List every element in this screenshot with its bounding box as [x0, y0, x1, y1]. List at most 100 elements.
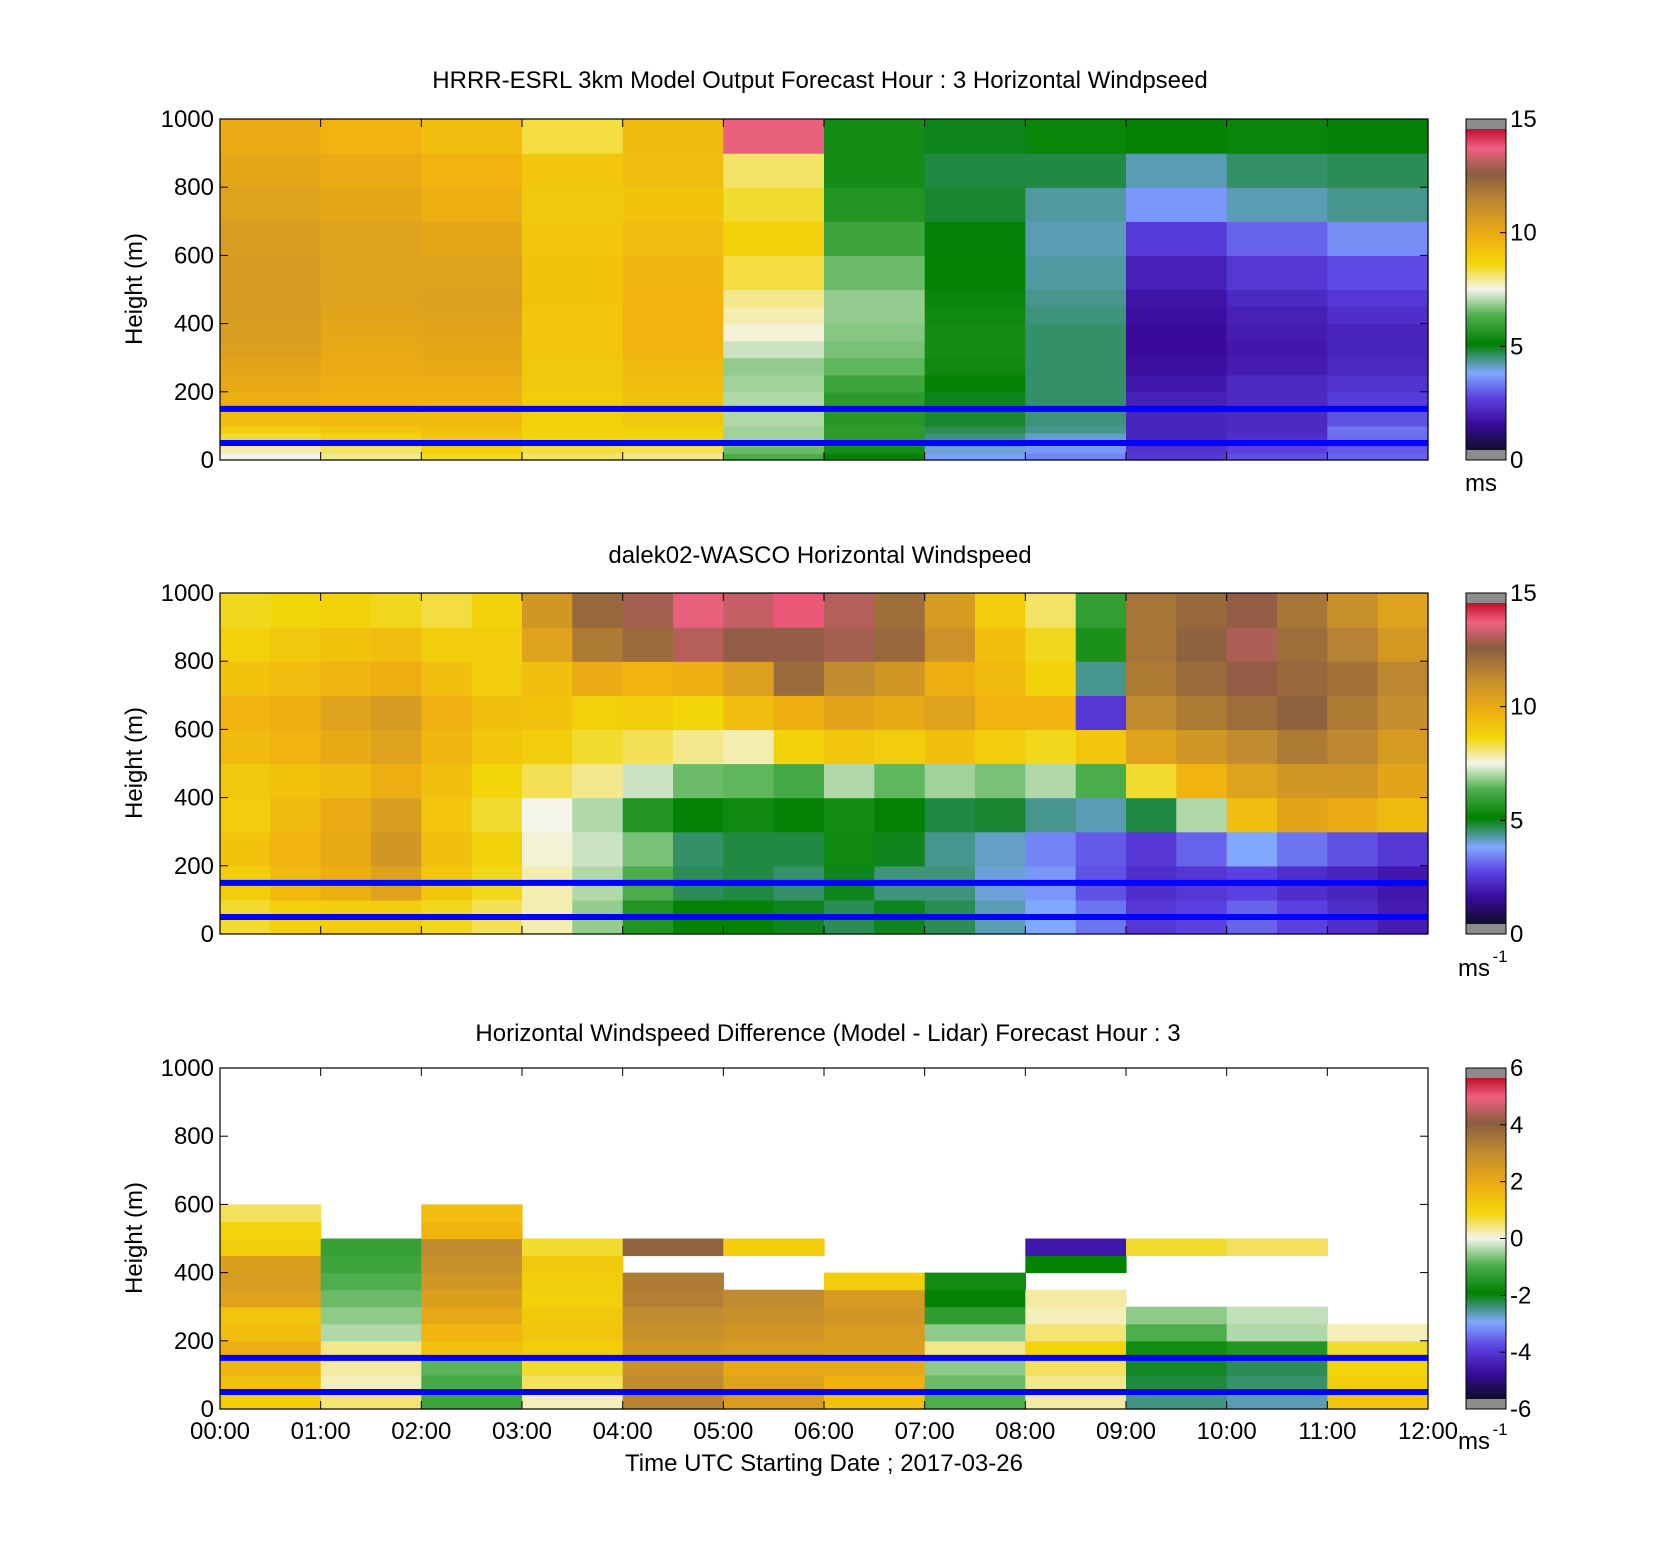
heatmap-cell — [622, 408, 724, 427]
heatmap-cell — [622, 831, 674, 867]
heatmap-cell — [924, 408, 1026, 427]
heatmap-cell — [924, 1374, 1026, 1393]
heatmap-cell — [522, 119, 624, 154]
heatmap-cell — [622, 221, 724, 256]
heatmap-cell — [1025, 374, 1127, 393]
heatmap-cell — [1377, 593, 1429, 628]
heatmap-cell — [220, 119, 322, 154]
heatmap-cell — [1226, 797, 1278, 833]
x-tick-label: 01:00 — [291, 1418, 351, 1445]
lidar-colorbar: 0 5 10 15 ms -1 — [1458, 580, 1537, 982]
heatmap-cell — [421, 695, 473, 730]
lidar-title: dalek02-WASCO Horizontal Windspeed — [608, 542, 1031, 569]
heatmap-cell — [320, 593, 372, 628]
heatmap-cell — [220, 1204, 322, 1222]
lidar-x-ticks — [219, 593, 1429, 934]
heatmap-cell — [622, 593, 674, 628]
heatmap-cell — [320, 221, 422, 256]
heatmap-cell — [1226, 323, 1328, 342]
heatmap-cell — [220, 1374, 322, 1393]
difference-x-axis-label: Time UTC Starting Date ; 2017-03-26 — [625, 1450, 1023, 1477]
heatmap-cell — [1025, 453, 1127, 461]
heatmap-cell — [220, 391, 322, 410]
heatmap-cell — [220, 1392, 322, 1410]
heatmap-cell — [1327, 408, 1429, 427]
x-tick-label: 05:00 — [693, 1418, 753, 1445]
heatmap-cell — [723, 1374, 825, 1393]
heatmap-cell — [1025, 593, 1077, 628]
heatmap-cell — [421, 831, 473, 867]
heatmap-cell — [421, 627, 473, 662]
heatmap-cell — [1075, 831, 1127, 867]
heatmap-cell — [320, 408, 422, 427]
heatmap-cell — [421, 289, 523, 308]
heatmap-cell — [220, 453, 322, 461]
heatmap-cell — [924, 831, 976, 867]
heatmap-cell — [522, 1272, 624, 1291]
heatmap-cell — [824, 763, 875, 799]
heatmap-cell — [1025, 695, 1077, 730]
heatmap-cell — [220, 1272, 322, 1291]
heatmap-cell — [723, 1392, 825, 1410]
colorbar-tick-label: 15 — [1510, 580, 1537, 607]
heatmap-cell — [522, 1238, 624, 1257]
heatmap-cell — [1025, 340, 1127, 359]
heatmap-cell — [1226, 453, 1328, 461]
y-tick-label: 1000 — [161, 580, 214, 607]
heatmap-cell — [1126, 729, 1177, 765]
heatmap-cell — [471, 763, 523, 799]
heatmap-cell — [471, 627, 523, 662]
y-tick-label: 600 — [174, 716, 214, 743]
heatmap-cell — [824, 408, 926, 427]
heatmap-cell — [220, 221, 322, 256]
heatmap-cell — [1226, 432, 1328, 441]
heatmap-cell — [874, 831, 926, 867]
heatmap-cell — [824, 1340, 926, 1359]
heatmap-cell — [421, 453, 523, 461]
heatmap-cell — [522, 1357, 624, 1376]
heatmap-cell — [220, 446, 322, 454]
heatmap-cell — [1126, 831, 1177, 867]
heatmap-cell — [1075, 729, 1127, 765]
heatmap-cell — [1126, 1306, 1228, 1325]
heatmap-cell — [522, 289, 624, 308]
heatmap-cell — [1126, 432, 1228, 441]
heatmap-cell — [1377, 695, 1429, 730]
heatmap-cell — [1176, 627, 1228, 662]
heatmap-cell — [522, 1323, 624, 1342]
heatmap-cell — [723, 1323, 825, 1342]
heatmap-cell — [824, 1306, 926, 1325]
heatmap-cell — [220, 1357, 322, 1376]
heatmap-cell — [371, 695, 422, 730]
heatmap-cell — [1025, 1323, 1127, 1342]
heatmap-cell — [723, 255, 825, 291]
heatmap-cell — [824, 306, 926, 325]
heatmap-cell — [522, 627, 573, 662]
heatmap-cell — [220, 1238, 322, 1257]
heatmap-cell — [220, 1221, 322, 1240]
heatmap-cell — [1075, 695, 1127, 730]
heatmap-cell — [824, 661, 875, 696]
heatmap-cell — [1327, 1392, 1429, 1410]
heatmap-cell — [723, 306, 825, 325]
heatmap-cell — [723, 593, 775, 628]
colorbar-tick-label: -4 — [1510, 1339, 1531, 1366]
heatmap-cell — [522, 323, 624, 342]
heatmap-cell — [975, 661, 1026, 696]
heatmap-cell — [220, 432, 322, 441]
heatmap-cell — [522, 221, 624, 256]
heatmap-cell — [1126, 153, 1228, 188]
heatmap-cell — [320, 1340, 422, 1359]
heatmap-cell — [1377, 831, 1429, 867]
heatmap-cell — [220, 187, 322, 222]
heatmap-cell — [1176, 729, 1228, 765]
heatmap-cell — [320, 1374, 422, 1393]
x-tick-label: 03:00 — [492, 1418, 552, 1445]
heatmap-cell — [723, 289, 825, 308]
heatmap-cell — [673, 763, 724, 799]
heatmap-cell — [320, 357, 422, 376]
heatmap-cell — [1126, 391, 1228, 410]
heatmap-cell — [1226, 187, 1328, 222]
heatmap-cell — [622, 306, 724, 325]
heatmap-cell — [471, 661, 523, 696]
